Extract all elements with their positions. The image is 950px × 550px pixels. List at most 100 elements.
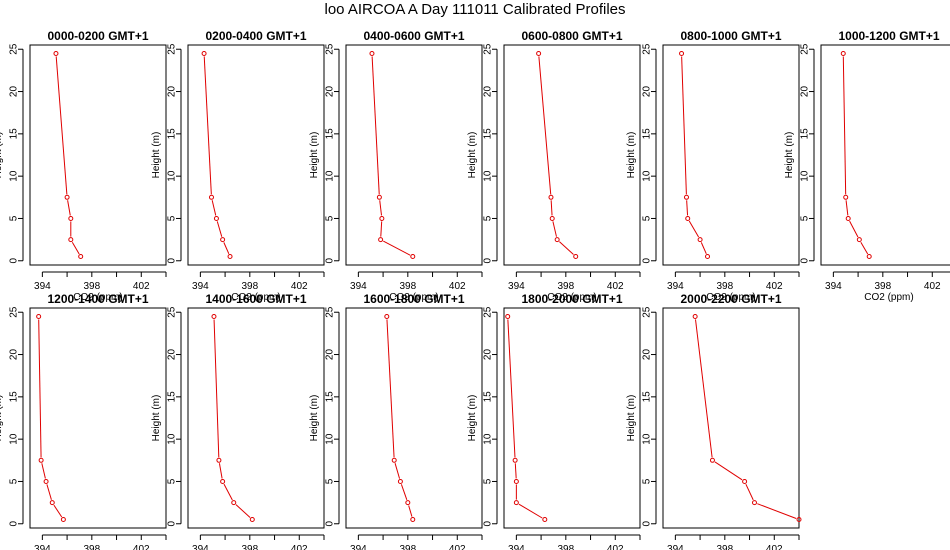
data-point (78, 254, 84, 260)
plot-frame (662, 44, 800, 266)
x-tick-label: 394 (350, 544, 367, 550)
y-tick-label: 0 (167, 258, 178, 264)
y-tick-label: 10 (800, 170, 811, 182)
y-tick-label: 15 (483, 391, 494, 403)
y-tick-label: 10 (642, 433, 653, 445)
x-tick-label: 398 (241, 281, 258, 292)
y-tick-label: 20 (167, 349, 178, 361)
profile-segment (507, 319, 516, 458)
y-tick-label: 15 (642, 391, 653, 403)
y-tick-label: 25 (167, 306, 178, 318)
profile-segment (383, 240, 411, 256)
x-axis-label: CO2 (ppm) (231, 292, 280, 303)
y-tick-label: 10 (167, 433, 178, 445)
plot-frame (187, 307, 325, 529)
x-tick-label: 398 (399, 544, 416, 550)
y-tick-label: 15 (325, 391, 336, 403)
x-tick-label: 402 (449, 544, 466, 550)
profile-segment (700, 242, 707, 254)
y-tick-label: 25 (483, 306, 494, 318)
profile-segment (223, 483, 233, 501)
y-tick-label: 0 (800, 258, 811, 264)
profile-segment (216, 221, 223, 237)
panel-title: 1200-1400 GMT+1 (47, 292, 148, 306)
x-tick-label: 402 (291, 281, 308, 292)
x-tick-label: 398 (557, 281, 574, 292)
x-tick-label: 394 (667, 281, 684, 292)
y-axis-label: Height (m) (784, 132, 795, 179)
y-tick-label: 0 (9, 521, 20, 527)
x-tick-label: 394 (192, 544, 209, 550)
profile-segment (55, 56, 68, 195)
panel-title: 0600-0800 GMT+1 (521, 29, 622, 43)
y-tick-label: 5 (483, 215, 494, 221)
data-point (208, 194, 214, 200)
y-tick-label: 25 (167, 43, 178, 55)
profile-segment (538, 56, 552, 195)
y-tick-label: 25 (642, 43, 653, 55)
x-tick-label: 394 (34, 281, 51, 292)
data-point (391, 457, 397, 463)
y-tick-label: 15 (167, 128, 178, 140)
y-tick-label: 20 (9, 86, 20, 98)
y-axis-label: Height (m) (467, 132, 478, 179)
y-axis-label: Height (m) (0, 132, 4, 179)
profile-segment (218, 463, 223, 479)
plot-frame (29, 307, 167, 529)
profile-segment (71, 241, 80, 255)
y-tick-label: 20 (800, 86, 811, 98)
y-tick-label: 5 (167, 478, 178, 484)
data-point (683, 194, 689, 200)
data-point (679, 50, 685, 56)
y-tick-label: 5 (642, 478, 653, 484)
data-point (36, 313, 42, 319)
data-point (705, 254, 711, 260)
y-tick-label: 15 (483, 128, 494, 140)
y-tick-label: 25 (642, 306, 653, 318)
profile-segment (518, 503, 543, 519)
data-point (573, 254, 579, 260)
profile-segment (695, 319, 713, 458)
x-tick-label: 394 (508, 281, 525, 292)
panel-title: 0000-0200 GMT+1 (47, 29, 148, 43)
x-axis-label: CO2 (ppm) (73, 292, 122, 303)
y-tick-label: 20 (325, 349, 336, 361)
profile-segment (379, 200, 383, 216)
data-point (220, 478, 226, 484)
y-tick-label: 25 (9, 306, 20, 318)
data-point (685, 215, 691, 221)
x-axis-label: CO2 (ppm) (389, 292, 438, 303)
plot-frame (345, 44, 483, 266)
data-point (49, 500, 55, 506)
data-point (216, 457, 222, 463)
plot-frame (503, 307, 641, 529)
profile-segment (371, 56, 380, 195)
page-title: loo AIRCOA A Day 111011 Calibrated Profi… (324, 1, 626, 18)
y-tick-label: 15 (167, 391, 178, 403)
y-tick-label: 15 (9, 391, 20, 403)
profile-segment (842, 56, 847, 195)
panel-title: 1600-1800 GMT+1 (363, 292, 464, 306)
y-tick-label: 25 (800, 43, 811, 55)
panel-title: 1800-2000 GMT+1 (521, 292, 622, 306)
panel-title: 1400-1600 GMT+1 (205, 292, 306, 306)
y-tick-label: 5 (642, 215, 653, 221)
data-point (505, 313, 511, 319)
profile-segment (53, 504, 63, 518)
data-point (231, 500, 237, 506)
x-tick-label: 398 (557, 544, 574, 550)
profile-segment (386, 319, 395, 458)
y-tick-label: 25 (325, 43, 336, 55)
x-tick-label: 398 (399, 281, 416, 292)
y-tick-label: 10 (483, 170, 494, 182)
data-point (220, 237, 226, 243)
profile-segment (203, 56, 212, 195)
x-tick-label: 398 (83, 544, 100, 550)
y-axis-label: Height (m) (309, 395, 320, 442)
x-tick-label: 394 (34, 544, 51, 550)
x-tick-label: 402 (133, 281, 150, 292)
data-point (796, 517, 802, 523)
x-tick-label: 398 (716, 544, 733, 550)
x-axis-label: CO2 (ppm) (706, 292, 755, 303)
data-point (397, 478, 403, 484)
